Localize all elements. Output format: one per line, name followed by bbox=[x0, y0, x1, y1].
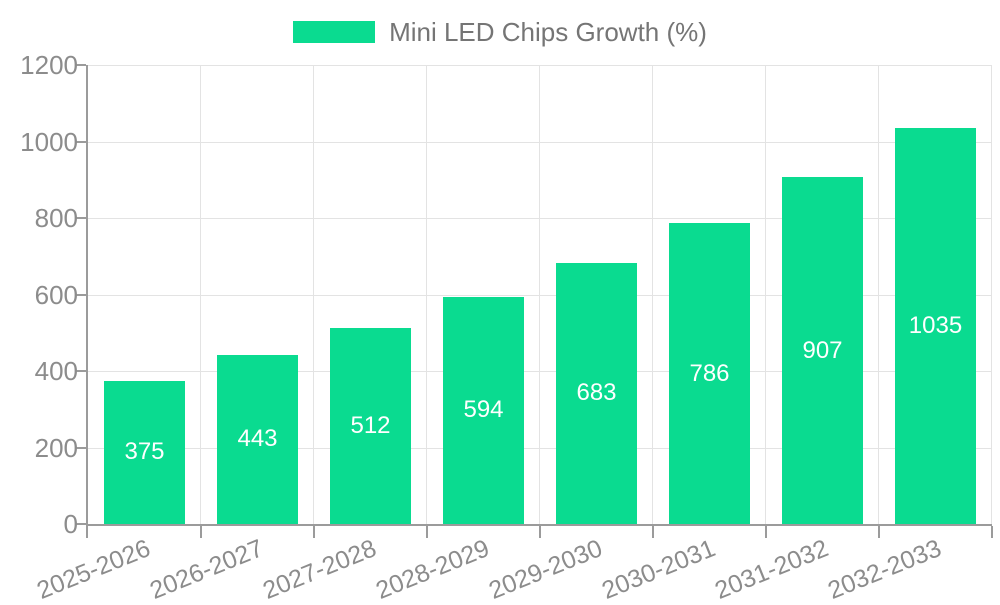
legend-label: Mini LED Chips Growth (%) bbox=[389, 17, 707, 47]
plot-area: 0 200 400 600 800 1000 1200 375 443 512 594 683 786… bbox=[20, 52, 993, 605]
x-tick-mark bbox=[539, 526, 541, 538]
bar-value-label: 786 bbox=[689, 359, 730, 387]
y-gridline bbox=[88, 447, 992, 449]
bar-2030-2031[interactable]: 786 bbox=[669, 223, 750, 524]
y-tick-mark bbox=[76, 523, 86, 525]
x-tick-label: 2029-2030 bbox=[484, 534, 607, 605]
x-tick-label: 2026-2027 bbox=[145, 534, 268, 605]
x-gridline bbox=[991, 65, 992, 524]
bar-value-label: 512 bbox=[350, 412, 391, 440]
y-gridline bbox=[88, 141, 992, 143]
bar-2027-2028[interactable]: 512 bbox=[330, 328, 411, 524]
x-gridline bbox=[426, 65, 427, 524]
x-tick-mark bbox=[200, 526, 202, 538]
x-axis-line bbox=[86, 524, 992, 526]
x-tick-label: 2030-2031 bbox=[597, 534, 720, 605]
bar-2029-2030[interactable]: 683 bbox=[556, 262, 637, 524]
bar-value-label: 683 bbox=[576, 379, 617, 407]
y-tick-label: 600 bbox=[34, 279, 78, 310]
y-tick-label: 1000 bbox=[20, 126, 78, 157]
y-tick-label: 800 bbox=[34, 203, 78, 233]
x-tick-mark bbox=[991, 526, 993, 538]
x-gridline bbox=[539, 65, 540, 524]
bar-2025-2026[interactable]: 375 bbox=[104, 380, 185, 524]
x-gridline bbox=[313, 65, 314, 524]
x-tick-mark bbox=[86, 526, 88, 538]
bar-2026-2027[interactable]: 443 bbox=[217, 354, 298, 524]
x-gridline bbox=[652, 65, 653, 524]
y-gridline bbox=[88, 218, 992, 219]
y-tick-mark bbox=[76, 293, 86, 296]
x-tick-mark bbox=[313, 526, 315, 538]
y-tick-mark bbox=[76, 446, 86, 449]
bar-value-label: 375 bbox=[124, 438, 165, 466]
x-gridline bbox=[765, 65, 766, 524]
y-tick-mark bbox=[76, 217, 86, 219]
bar-2028-2029[interactable]: 594 bbox=[443, 296, 524, 524]
x-tick-mark bbox=[765, 526, 767, 538]
legend-item[interactable]: Mini LED Chips Growth (%) bbox=[0, 12, 1000, 52]
legend-swatch bbox=[293, 21, 376, 43]
y-tick-label: 400 bbox=[34, 356, 78, 386]
x-tick-label: 2032-2033 bbox=[823, 534, 946, 605]
bar-value-label: 907 bbox=[802, 336, 843, 364]
bar-2032-2033[interactable]: 1035 bbox=[895, 128, 976, 524]
y-gridline bbox=[88, 371, 992, 372]
x-tick-label: 2031-2032 bbox=[710, 534, 833, 605]
x-tick-label: 2028-2029 bbox=[371, 534, 494, 605]
y-gridline bbox=[88, 294, 992, 296]
y-tick-mark bbox=[76, 140, 86, 143]
x-tick-label: 2025-2026 bbox=[32, 534, 155, 605]
y-tick-label: 200 bbox=[34, 432, 78, 463]
x-tick-mark bbox=[426, 526, 428, 538]
y-gridline bbox=[88, 65, 992, 66]
x-gridline bbox=[200, 65, 201, 524]
x-gridline bbox=[878, 65, 879, 524]
bar-value-label: 443 bbox=[237, 425, 278, 453]
bar-value-label: 1035 bbox=[908, 312, 963, 340]
bar-value-label: 594 bbox=[463, 396, 504, 424]
x-tick-label: 2027-2028 bbox=[258, 534, 381, 605]
y-tick-mark bbox=[76, 370, 86, 372]
bar-2031-2032[interactable]: 907 bbox=[782, 177, 863, 524]
y-tick-label: 1200 bbox=[20, 50, 78, 80]
y-tick-label: 0 bbox=[63, 509, 78, 539]
y-axis-line bbox=[86, 65, 88, 526]
x-tick-mark bbox=[652, 526, 654, 538]
x-tick-mark bbox=[878, 526, 880, 538]
y-tick-mark bbox=[76, 64, 86, 66]
